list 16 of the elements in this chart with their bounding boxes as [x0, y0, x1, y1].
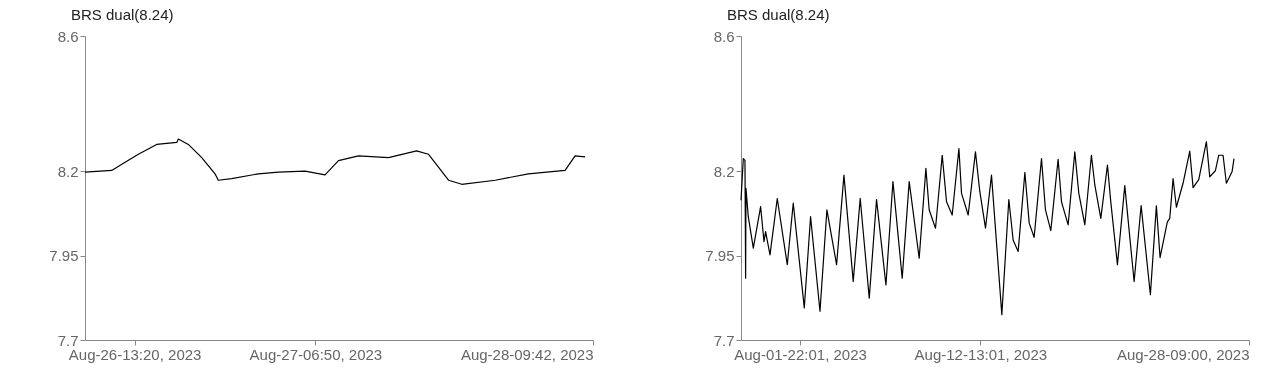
y-tick-label: 8.2	[57, 162, 79, 180]
x-tick-label: Aug-28-09:00, 2023	[1116, 345, 1250, 363]
x-tick-label: Aug-12-13:01, 2023	[914, 345, 1048, 363]
chart-title: BRS dual(8.24)	[727, 6, 830, 23]
line-series	[84, 138, 586, 185]
chart-title: BRS dual(8.24)	[71, 6, 174, 23]
line-series	[740, 141, 1235, 316]
y-tick-label: 7.7	[713, 331, 735, 349]
y-tick-label: 7.95	[705, 247, 735, 265]
y-tick-label: 7.95	[49, 247, 79, 265]
x-tick-label: Aug-27-06:50, 2023	[249, 345, 383, 363]
x-tick-label: Aug-28-09:42, 2023	[460, 345, 594, 363]
y-tick-label: 8.2	[713, 162, 735, 180]
x-tick-label: Aug-01-22:01, 2023	[734, 345, 867, 363]
y-tick-label: 8.6	[57, 27, 79, 45]
y-tick-label: 8.6	[713, 27, 735, 45]
